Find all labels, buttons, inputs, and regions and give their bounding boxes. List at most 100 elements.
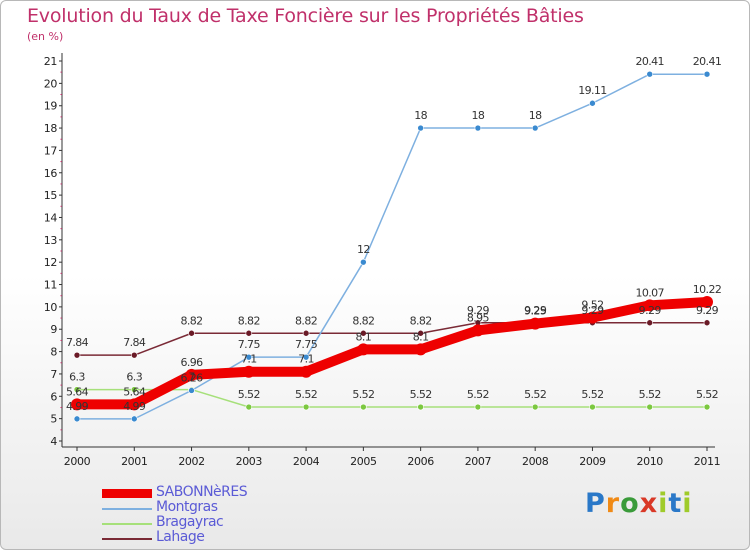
data-point-montgras (417, 124, 424, 132)
data-label-bragayrac: 5.52 (238, 388, 260, 401)
data-point-sabonneres (242, 365, 255, 378)
data-point-sabonneres (357, 343, 370, 356)
data-label-bragayrac: 5.52 (352, 388, 374, 401)
data-label-sabonneres: 5.64 (66, 385, 89, 398)
y-tick-label: 9 (50, 323, 57, 336)
chart-title: Evolution du Taux de Taxe Foncière sur l… (27, 5, 584, 27)
data-label-bragayrac: 5.52 (295, 388, 317, 401)
data-label-montgras: 19.11 (578, 84, 607, 97)
data-point-bragayrac (703, 403, 711, 411)
y-axis-unit-label: (en %) (27, 30, 64, 43)
legend-label-bragayrac: Bragayrac (156, 514, 224, 530)
data-point-bragayrac (589, 403, 596, 411)
data-point-sabonneres (529, 317, 542, 330)
series-line-bragayrac (76, 388, 708, 408)
series-montgras (73, 70, 711, 423)
y-tick-label: 8 (50, 346, 57, 359)
data-point-bragayrac (130, 386, 138, 393)
data-label-montgras: 20.41 (693, 55, 722, 68)
y-tick-label: 6 (50, 390, 57, 403)
y-tick-label: 12 (44, 256, 57, 269)
data-label-bragayrac: 5.52 (524, 388, 546, 401)
x-tick-label: 2003 (236, 455, 263, 468)
data-point-lahage (188, 329, 195, 337)
data-label-lahage: 8.82 (295, 314, 317, 327)
data-labels-layer: 7.84 7.84 8.82 8.82 8.82 8.82 8.82 9.29 9.29 9.29… (66, 55, 722, 413)
x-tick-label: 2005 (350, 455, 377, 468)
data-label-lahage: 7.84 (123, 336, 146, 349)
series-line-sabonneres (72, 296, 712, 410)
data-point-montgras (245, 353, 253, 361)
data-label-bragayrac: 6.3 (126, 371, 142, 384)
data-point-montgras (302, 353, 310, 361)
y-tick-label: 5 (50, 413, 57, 426)
data-point-montgras (589, 99, 596, 107)
data-label-lahage: 9.29 (696, 304, 719, 317)
y-tick-label: 13 (44, 234, 58, 247)
y-tick-label: 14 (44, 211, 58, 224)
data-point-sabonneres (701, 295, 713, 308)
data-label-bragayrac: 5.52 (639, 388, 661, 401)
data-label-lahage: 9.29 (581, 304, 604, 317)
data-label-sabonneres: 7.1 (298, 353, 314, 366)
data-label-sabonneres: 8.95 (467, 311, 490, 324)
data-label-montgras: 7.75 (238, 338, 261, 351)
data-label-bragayrac: 6.3 (69, 371, 85, 384)
data-point-bragayrac (474, 403, 482, 411)
proxiti-logo: Proxiti (585, 488, 693, 519)
legend-swatch-bragayrac (102, 523, 152, 525)
series-line-montgras (76, 73, 708, 420)
x-tick-label: 2002 (178, 455, 204, 468)
data-point-sabonneres (300, 365, 313, 378)
x-tick-label: 2009 (579, 455, 606, 468)
data-label-montgras: 6.26 (180, 371, 203, 384)
data-label-lahage: 9.29 (467, 304, 490, 317)
data-point-montgras (73, 415, 81, 423)
y-tick-label: 11 (44, 279, 57, 292)
data-point-lahage (245, 329, 253, 337)
data-point-lahage (302, 329, 310, 337)
data-label-montgras: 18 (414, 109, 427, 122)
data-point-montgras (646, 70, 654, 78)
legend-swatch-montgras (102, 508, 152, 510)
data-label-sabonneres: 10.22 (693, 283, 722, 296)
data-label-lahage: 9.29 (524, 304, 547, 317)
data-point-montgras (703, 70, 711, 78)
data-point-lahage (703, 319, 711, 327)
legend-swatch-sabonneres (102, 489, 152, 498)
data-label-lahage: 9.29 (639, 304, 662, 317)
series-layer (71, 70, 713, 423)
legend-label-lahage: Lahage (156, 529, 205, 545)
data-label-sabonneres: 6.96 (180, 356, 203, 369)
data-point-sabonneres (414, 343, 427, 356)
legend-label-montgras: Montgras (156, 499, 218, 515)
series-line-lahage (76, 322, 708, 356)
y-tick-label: 7 (50, 368, 57, 381)
data-label-lahage: 8.82 (410, 314, 432, 327)
data-point-bragayrac (302, 403, 310, 411)
data-label-bragayrac: 5.52 (467, 388, 489, 401)
y-tick-label: 19 (44, 100, 58, 113)
x-tick-label: 2008 (522, 455, 549, 468)
data-label-lahage: 8.82 (238, 314, 260, 327)
data-point-montgras (531, 124, 539, 132)
data-label-sabonneres: 5.64 (123, 385, 146, 398)
data-point-montgras (130, 415, 138, 423)
legend-label-sabonneres: SABONNèRES (156, 484, 248, 500)
data-label-lahage: 7.84 (66, 336, 89, 349)
y-tick-label: 18 (44, 122, 58, 135)
data-label-sabonneres: 8.1 (356, 330, 372, 343)
x-tick-label: 2004 (293, 455, 320, 468)
data-label-montgras: 12 (357, 243, 370, 256)
x-tick-label: 2001 (121, 455, 147, 468)
data-point-bragayrac (646, 403, 654, 411)
data-label-lahage: 8.82 (180, 314, 202, 327)
data-label-sabonneres: 10.07 (635, 286, 664, 299)
data-label-bragayrac: 5.52 (696, 388, 718, 401)
data-point-sabonneres (586, 311, 599, 324)
data-point-bragayrac (360, 403, 367, 411)
data-label-sabonneres: 7.1 (241, 353, 257, 366)
y-tick-label: 15 (44, 189, 58, 202)
